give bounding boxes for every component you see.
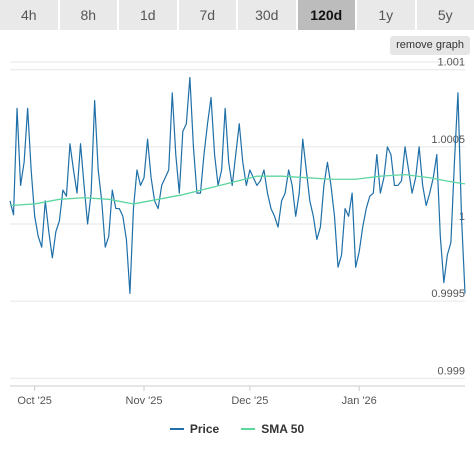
price-line[interactable] bbox=[9, 76, 466, 295]
tab-8h[interactable]: 8h bbox=[59, 0, 117, 30]
tab-7d[interactable]: 7d bbox=[178, 0, 236, 30]
x-tick-label: Nov '25 bbox=[126, 395, 163, 407]
tab-5y[interactable]: 5y bbox=[416, 0, 474, 30]
legend-swatch-price bbox=[169, 428, 184, 430]
x-axis-ticks: Oct '25 Nov '25 Dec '25 Jan '26 bbox=[17, 386, 377, 407]
chart-legend: Price SMA 50 bbox=[0, 418, 474, 440]
timeframe-tabs: 4h 8h 1d 7d 30d 120d 1y 5y bbox=[0, 0, 474, 30]
legend-swatch-sma bbox=[241, 428, 256, 430]
tab-4h[interactable]: 4h bbox=[0, 0, 58, 30]
tab-30d[interactable]: 30d bbox=[238, 0, 296, 30]
y-tick-label: 0.9995 bbox=[431, 288, 465, 300]
y-tick-label: 1.0005 bbox=[431, 134, 465, 146]
legend-item-price[interactable]: Price bbox=[169, 422, 220, 436]
x-tick-label: Dec '25 bbox=[231, 395, 268, 407]
y-tick-label: 0.999 bbox=[437, 365, 465, 377]
x-tick-label: Jan '26 bbox=[342, 395, 377, 407]
legend-item-sma[interactable]: SMA 50 bbox=[241, 422, 304, 436]
legend-label-sma: SMA 50 bbox=[261, 422, 305, 436]
tab-120d[interactable]: 120d bbox=[297, 0, 355, 30]
sma-50-line[interactable] bbox=[9, 173, 466, 207]
x-tick-label: Oct '25 bbox=[17, 395, 52, 407]
tab-1y[interactable]: 1y bbox=[357, 0, 415, 30]
remove-graph-button[interactable]: remove graph bbox=[390, 36, 470, 55]
y-tick-label: 1.001 bbox=[437, 57, 465, 69]
grid-lines bbox=[10, 61, 465, 387]
series-lines[interactable] bbox=[9, 76, 466, 295]
tab-1d[interactable]: 1d bbox=[119, 0, 177, 30]
legend-label-price: Price bbox=[189, 422, 220, 436]
